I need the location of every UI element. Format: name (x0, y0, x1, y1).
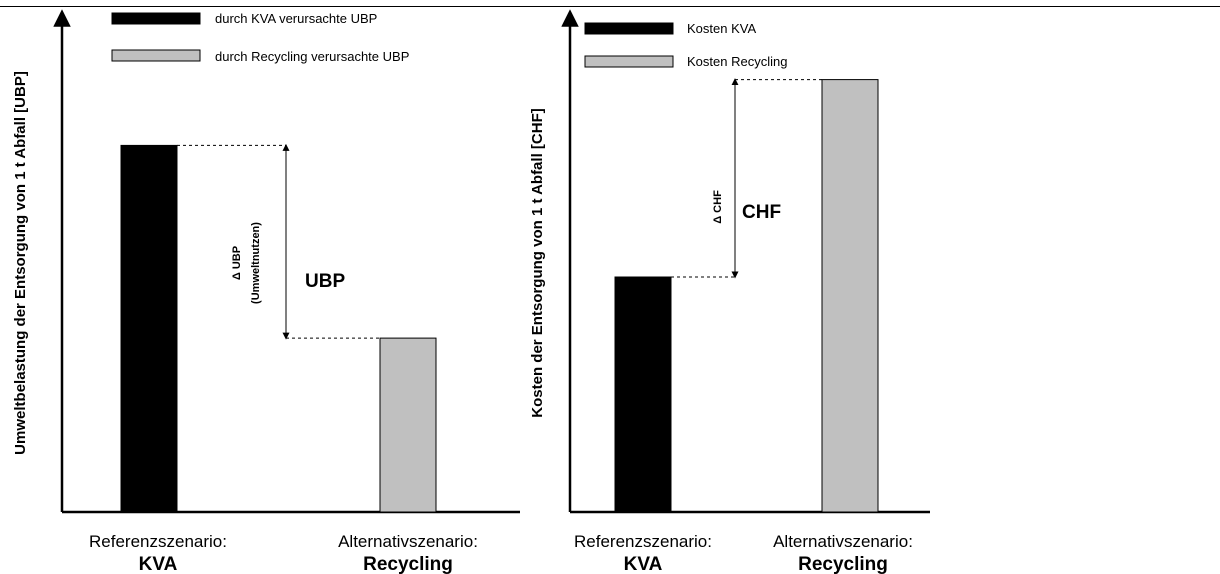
annotation-chf: CHF (742, 202, 781, 223)
y-axis-label-1: Umweltbelastung der Entsorgung von 1 t A… (12, 71, 29, 455)
category-label-1-1: Referenzszenario: (89, 532, 227, 551)
bar-kosten-recycling (821, 79, 879, 513)
legend-swatch-kva-ubp (111, 12, 201, 25)
legend-1: durch KVA verursachte UBP durch Recyclin… (111, 11, 409, 64)
category-name-2-1: KVA (624, 554, 663, 574)
category-label-2-1: Referenzszenario: (574, 532, 712, 551)
legend-label-kosten-recycling: Kosten Recycling (687, 54, 787, 69)
legend-swatch-recycling-ubp (111, 49, 201, 62)
category-label-2-2: Alternativszenario: (773, 532, 913, 551)
legend-2: Kosten KVA Kosten Recycling (584, 21, 787, 69)
legend-swatch-kosten-kva (584, 22, 674, 35)
legend-label-recycling-ubp: durch Recycling verursachte UBP (215, 49, 409, 64)
bar-kva-ubp (120, 144, 178, 513)
delta-label-ubp: Δ UBP (231, 246, 243, 280)
annotation-ubp: UBP (305, 271, 345, 292)
category-name-1-1: KVA (139, 554, 178, 574)
y-axis-label-2: Kosten der Entsorgung von 1 t Abfall [CH… (529, 108, 546, 417)
category-name-1-2: Recycling (363, 554, 453, 574)
chart-kosten: Kosten der Entsorgung von 1 t Abfall [CH… (529, 9, 930, 574)
category-name-2-2: Recycling (798, 554, 888, 574)
legend-label-kva-ubp: durch KVA verursachte UBP (215, 11, 377, 26)
chart-umweltbelastung: Umweltbelastung der Entsorgung von 1 t A… (12, 9, 520, 574)
legend-label-kosten-kva: Kosten KVA (687, 21, 756, 36)
category-label-1-2: Alternativszenario: (338, 532, 478, 551)
legend-swatch-kosten-recycling (584, 55, 674, 68)
bar-kosten-kva (614, 276, 672, 513)
delta-sublabel-ubp: (Umweltnutzen) (250, 222, 262, 304)
delta-label-chf: Δ CHF (712, 190, 724, 224)
bar-recycling-ubp (379, 337, 437, 513)
